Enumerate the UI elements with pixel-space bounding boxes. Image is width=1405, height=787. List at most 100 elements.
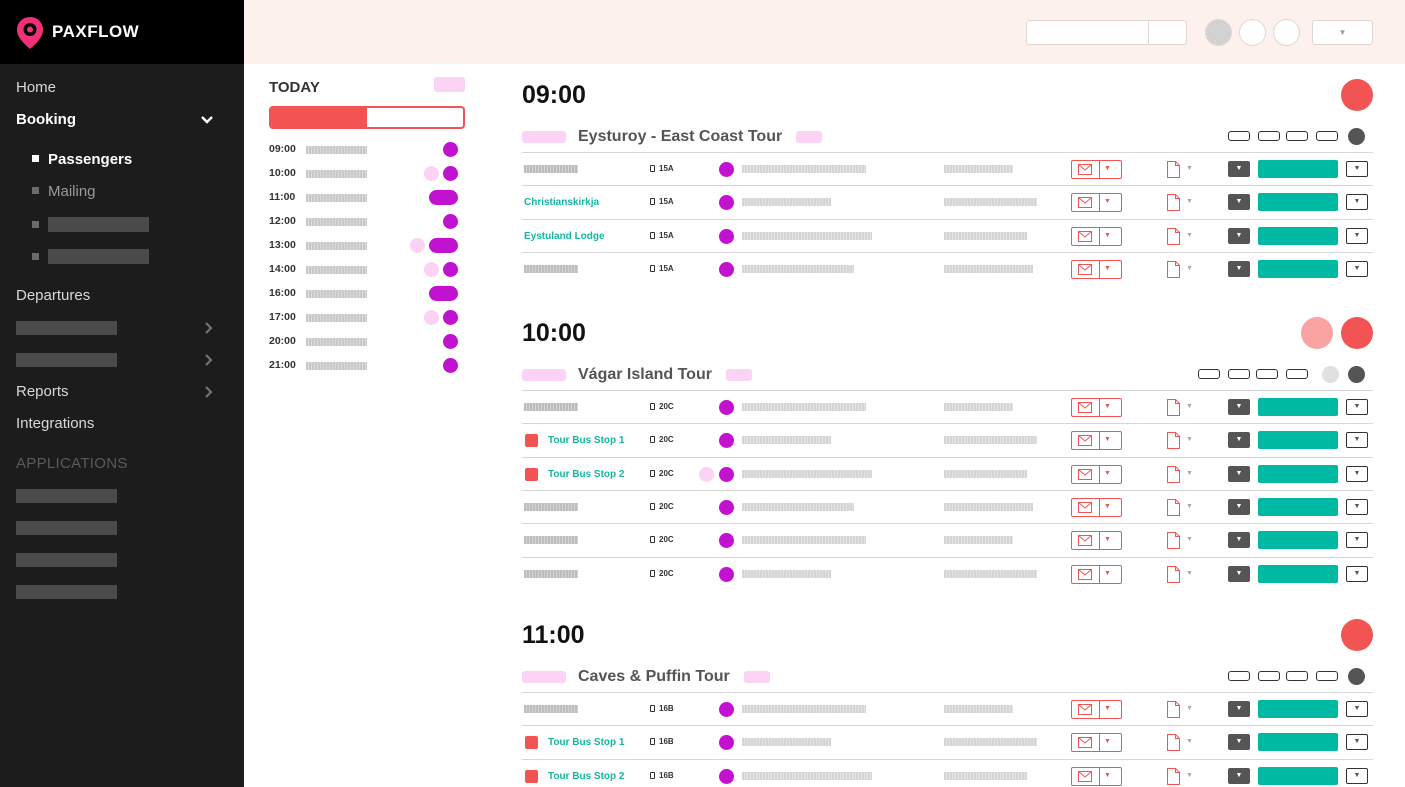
passenger-row[interactable]: 20C ▼ ▼ ▼ ▼ [522, 489, 1373, 523]
options-dropdown-button[interactable]: ▼ [1228, 399, 1250, 415]
chevron-right-icon[interactable] [205, 354, 213, 366]
passenger-row[interactable]: 15A ▼ ▼ ▼ ▼ [522, 152, 1373, 185]
options-dropdown-button[interactable]: ▼ [1228, 701, 1250, 717]
options-dropdown-button[interactable]: ▼ [1228, 734, 1250, 751]
check-in-button[interactable] [1258, 160, 1338, 178]
chevron-down-icon[interactable]: ▼ [1186, 469, 1193, 477]
check-in-button[interactable] [1258, 497, 1338, 516]
tour-action-button[interactable] [1258, 131, 1280, 141]
today-time-row[interactable]: 10:00 [269, 166, 465, 181]
document-icon[interactable] [1167, 532, 1180, 550]
check-in-button[interactable] [1258, 464, 1338, 483]
row-select-dropdown[interactable]: ▼ [1346, 260, 1368, 277]
document-icon[interactable] [1167, 734, 1180, 752]
document-icon[interactable] [1167, 432, 1180, 450]
tour-action-button[interactable] [1228, 131, 1250, 141]
options-dropdown-button[interactable]: ▼ [1228, 227, 1250, 244]
row-select-dropdown[interactable]: ▼ [1346, 532, 1368, 549]
row-select-dropdown[interactable]: ▼ [1346, 465, 1368, 482]
chevron-down-icon[interactable] [201, 116, 213, 124]
email-dropdown-button[interactable]: ▼ [1071, 160, 1122, 179]
placeholder-bar[interactable] [16, 353, 117, 367]
check-in-button[interactable] [1258, 226, 1338, 245]
chevron-down-icon[interactable]: ▼ [1186, 403, 1193, 410]
tour-status-circle[interactable] [1348, 128, 1365, 145]
sidebar-subitem-mailing[interactable]: Mailing [32, 183, 96, 200]
departure-status-indicator[interactable] [1341, 79, 1373, 111]
tour-tag[interactable] [522, 369, 566, 381]
chevron-down-icon[interactable]: ▼ [1186, 536, 1193, 544]
email-dropdown-button[interactable]: ▼ [1071, 497, 1122, 517]
pickup-location[interactable]: Christianskirkja [524, 197, 600, 209]
sidebar-subitem-placeholder[interactable] [32, 217, 48, 234]
options-dropdown-button[interactable]: ▼ [1228, 260, 1250, 277]
options-dropdown-button[interactable]: ▼ [1228, 161, 1250, 177]
placeholder-bar[interactable] [16, 585, 117, 599]
tour-status-circle[interactable] [1348, 668, 1365, 685]
email-dropdown-button[interactable]: ▼ [1071, 398, 1122, 417]
departure-status-indicator[interactable] [1341, 317, 1373, 349]
row-select-dropdown[interactable]: ▼ [1346, 767, 1368, 784]
header-dropdown[interactable]: ▼ [1312, 20, 1373, 45]
check-in-button[interactable] [1258, 564, 1338, 583]
passenger-row[interactable]: Tour Bus Stop 2 20C ▼ ▼ ▼ ▼ [522, 456, 1373, 490]
today-time-row[interactable]: 14:00 [269, 262, 465, 277]
chevron-down-icon[interactable]: ▼ [1186, 436, 1193, 444]
search-input[interactable] [1026, 20, 1148, 45]
sidebar-item-home[interactable]: Home [16, 79, 57, 96]
passenger-row[interactable]: Tour Bus Stop 1 20C ▼ ▼ ▼ ▼ [522, 423, 1373, 456]
header-circle-button[interactable] [1273, 19, 1300, 46]
email-dropdown-button[interactable]: ▼ [1071, 766, 1122, 786]
placeholder-bar[interactable] [16, 521, 117, 535]
pickup-location[interactable]: Tour Bus Stop 1 [548, 737, 625, 749]
sidebar-item-booking[interactable]: Booking [16, 111, 76, 128]
chevron-down-icon[interactable]: ▼ [1186, 165, 1193, 172]
passenger-row[interactable]: Tour Bus Stop 1 16B ▼ ▼ ▼ ▼ [522, 725, 1373, 758]
tour-action-button[interactable] [1258, 671, 1280, 681]
options-dropdown-button[interactable]: ▼ [1228, 565, 1250, 582]
options-dropdown-button[interactable]: ▼ [1228, 465, 1250, 482]
check-in-button[interactable] [1258, 531, 1338, 550]
pickup-location[interactable]: Tour Bus Stop 2 [548, 770, 625, 782]
chevron-down-icon[interactable]: ▼ [1186, 231, 1193, 239]
today-time-row[interactable]: 21:00 [269, 358, 465, 373]
sidebar-item-departures[interactable]: Departures [16, 287, 91, 304]
tour-tag[interactable] [726, 369, 752, 381]
tour-status-circle[interactable] [1322, 366, 1339, 383]
tour-action-button[interactable] [1228, 369, 1250, 379]
tour-tag[interactable] [744, 671, 770, 683]
chevron-right-icon[interactable] [205, 386, 213, 398]
tour-tag[interactable] [522, 671, 566, 683]
pickup-location[interactable]: Tour Bus Stop 2 [548, 468, 625, 480]
today-time-row[interactable]: 12:00 [269, 214, 465, 229]
chevron-down-icon[interactable]: ▼ [1186, 771, 1193, 779]
row-select-dropdown[interactable]: ▼ [1346, 565, 1368, 582]
tour-action-button[interactable] [1256, 369, 1278, 379]
email-dropdown-button[interactable]: ▼ [1071, 531, 1122, 551]
today-time-row[interactable]: 09:00 [269, 142, 465, 157]
pickup-location[interactable]: Eystuland Lodge [524, 230, 605, 242]
email-dropdown-button[interactable]: ▼ [1071, 464, 1122, 484]
check-in-button[interactable] [1258, 398, 1338, 416]
chevron-down-icon[interactable]: ▼ [1186, 502, 1193, 510]
tour-action-button[interactable] [1286, 369, 1308, 379]
row-select-dropdown[interactable]: ▼ [1346, 161, 1368, 177]
tour-title[interactable]: Vágar Island Tour [578, 366, 712, 383]
document-icon[interactable] [1167, 701, 1180, 718]
tour-action-button[interactable] [1198, 369, 1220, 379]
tour-action-button[interactable] [1316, 671, 1338, 681]
email-dropdown-button[interactable]: ▼ [1071, 733, 1122, 753]
logo[interactable]: PAXFLOW [0, 0, 244, 64]
chevron-down-icon[interactable]: ▼ [1186, 569, 1193, 577]
email-dropdown-button[interactable]: ▼ [1071, 564, 1122, 584]
today-time-row[interactable]: 11:00 [269, 190, 465, 205]
header-circle-button[interactable] [1239, 19, 1266, 46]
passenger-row[interactable]: Christianskirkja 15A ▼ ▼ ▼ ▼ [522, 185, 1373, 218]
tour-tag[interactable] [522, 131, 566, 143]
today-time-row[interactable]: 13:00 [269, 238, 465, 253]
departure-status-indicator[interactable] [1341, 619, 1373, 651]
passenger-row[interactable]: 16B ▼ ▼ ▼ ▼ [522, 692, 1373, 725]
chevron-down-icon[interactable]: ▼ [1186, 264, 1193, 272]
email-dropdown-button[interactable]: ▼ [1071, 193, 1122, 213]
tour-action-button[interactable] [1228, 671, 1250, 681]
